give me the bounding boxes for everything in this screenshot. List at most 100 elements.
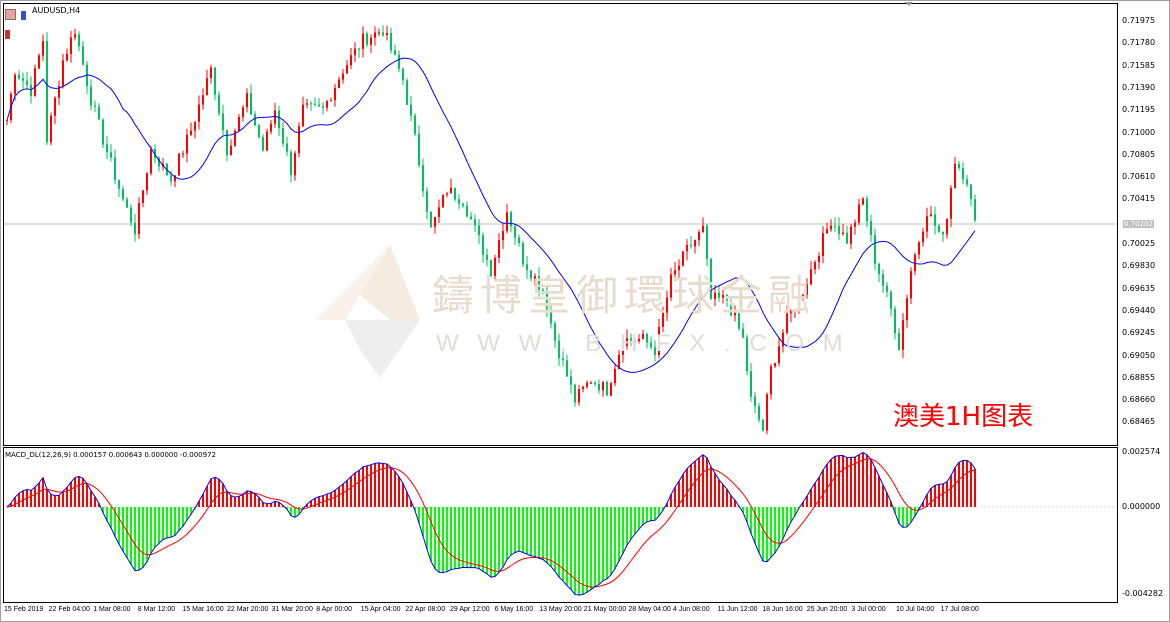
- time-tick-label: 11 Jun 12:00: [717, 606, 758, 613]
- macd-histogram-bar: [642, 507, 644, 525]
- macd-histogram-bar: [598, 507, 600, 585]
- candle-body: [478, 225, 480, 236]
- candle-body: [970, 184, 972, 200]
- candle-body: [54, 97, 56, 116]
- macd-histogram-bar: [10, 503, 12, 507]
- candle-body: [866, 198, 868, 222]
- macd-histogram-bar: [50, 494, 52, 507]
- candle-body: [930, 214, 932, 217]
- macd-histogram-bar: [394, 471, 396, 507]
- macd-histogram-bar: [546, 507, 548, 563]
- macd-histogram-bar: [74, 477, 76, 507]
- time-tick-label: 25 Jun 20:00: [806, 606, 848, 613]
- candle-body: [534, 276, 536, 279]
- candle-body: [654, 347, 656, 355]
- macd-histogram-bar: [342, 483, 344, 507]
- candle-body: [902, 320, 904, 350]
- macd-histogram-bar: [350, 476, 352, 507]
- macd-histogram-bar: [934, 485, 936, 507]
- macd-histogram-bar: [162, 507, 164, 540]
- macd-histogram-bar: [82, 478, 84, 507]
- candle-body: [374, 32, 376, 38]
- candle-body: [394, 50, 396, 55]
- candle-body: [442, 194, 444, 208]
- price-tick-label: 0.71390: [1122, 82, 1156, 92]
- candle-body: [498, 240, 500, 258]
- macd-histogram-bar: [918, 507, 920, 510]
- candle-body: [670, 274, 672, 298]
- macd-histogram-bar: [778, 507, 780, 547]
- candle-body: [46, 41, 48, 143]
- candle-body: [322, 106, 324, 108]
- time-tick-label: 29 Apr 12:00: [450, 606, 490, 613]
- macd-histogram-bar: [870, 459, 872, 507]
- candle-body: [634, 340, 636, 342]
- candle-body: [898, 333, 900, 350]
- candle-body: [910, 271, 912, 299]
- candle-body: [354, 48, 356, 56]
- candle-body: [158, 157, 160, 167]
- candle-body: [198, 104, 200, 122]
- candle-body: [846, 232, 848, 244]
- candle-body: [362, 33, 364, 50]
- price-tick-label: 0.68465: [1122, 417, 1156, 427]
- macd-histogram-bar: [158, 507, 160, 544]
- macd-histogram-bar: [166, 507, 168, 538]
- macd-histogram-bar: [854, 457, 856, 507]
- macd-histogram-bar: [134, 507, 136, 571]
- macd-histogram-bar: [970, 462, 972, 507]
- candle-body: [138, 203, 140, 235]
- candle-body: [614, 368, 616, 384]
- candle-body: [890, 291, 892, 309]
- candle-body: [570, 376, 572, 385]
- shift-marker-icon[interactable]: [905, 2, 913, 6]
- macd-histogram-bar: [702, 454, 704, 507]
- price-tick-label: 0.71975: [1122, 16, 1156, 25]
- candle-body: [546, 291, 548, 313]
- macd-histogram-bar: [566, 507, 568, 586]
- macd-histogram-bar: [786, 507, 788, 530]
- macd-histogram-bar: [710, 466, 712, 507]
- candle-body: [474, 219, 476, 226]
- macd-histogram-bar: [354, 472, 356, 507]
- macd-histogram-bar: [410, 501, 412, 507]
- macd-histogram-bar: [578, 507, 580, 596]
- macd-histogram-bar: [518, 507, 520, 552]
- candle-body: [286, 143, 288, 152]
- candle-body: [302, 104, 304, 127]
- candle-body: [226, 130, 228, 156]
- macd-histogram-bar: [486, 507, 488, 574]
- macd-histogram-bar: [658, 507, 660, 516]
- macd-histogram-bar: [630, 507, 632, 539]
- candle-body: [378, 32, 380, 34]
- candle-body: [622, 345, 624, 355]
- candle-body: [254, 114, 256, 126]
- candle-body: [586, 382, 588, 387]
- macd-histogram-bar: [766, 507, 768, 562]
- macd-histogram-bar: [670, 494, 672, 507]
- candle-body: [350, 55, 352, 66]
- macd-histogram-bar: [742, 507, 744, 513]
- macd-histogram-bar: [22, 490, 24, 507]
- candle-body: [414, 115, 416, 134]
- time-tick-label: 3 Jul 00:00: [851, 606, 886, 613]
- candle-body: [22, 78, 24, 81]
- macd-histogram-bar: [958, 462, 960, 507]
- candle-body: [250, 93, 252, 115]
- macd-histogram-bar: [298, 507, 300, 515]
- watermark-url: W W W . B H F X . C O M: [436, 330, 849, 357]
- macd-tick-label: 0.000000: [1122, 502, 1161, 511]
- candle-body: [942, 231, 944, 235]
- candle-body: [438, 207, 440, 217]
- macd-histogram-bar: [190, 507, 192, 515]
- macd-histogram-bar: [770, 507, 772, 558]
- candle-body: [282, 128, 284, 144]
- macd-histogram-bar: [366, 465, 368, 507]
- chart-icons[interactable]: [5, 5, 29, 39]
- macd-histogram-bar: [250, 491, 252, 507]
- candle-body: [274, 110, 276, 124]
- candle-body: [722, 294, 724, 298]
- macd-histogram-bar: [690, 464, 692, 507]
- candle-body: [914, 254, 916, 272]
